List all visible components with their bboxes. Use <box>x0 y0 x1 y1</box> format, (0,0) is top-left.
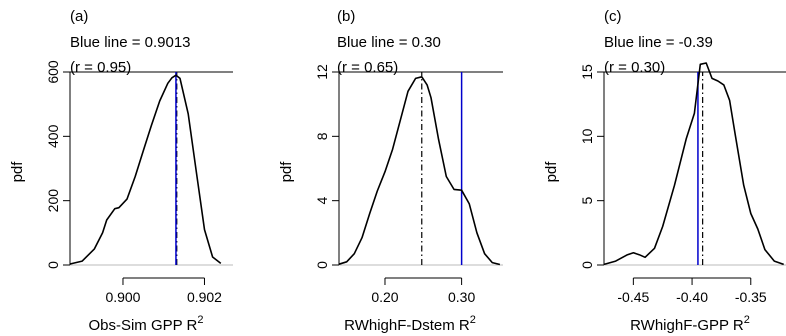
panel-b-title-line1: Blue line = 0.30 <box>337 34 441 51</box>
panel-c-density-curve <box>603 62 784 266</box>
panel-c-xlabel-sup: 2 <box>744 314 750 326</box>
panel-a-label: (a) <box>70 8 88 25</box>
panel-c-x-tick-label-1: -0.40 <box>676 289 708 305</box>
panel-a-y-tick-label-3: 600 <box>45 60 61 84</box>
panel-a-xlabel-sup: 2 <box>197 314 203 326</box>
panel-a-xlabel-text: Obs-Sim GPP R <box>88 317 197 334</box>
panel-b: (b) Blue line = 0.30 (r = 0.65) pdf RWhi… <box>278 8 503 334</box>
panel-a-y-tick-label-0: 0 <box>45 261 61 269</box>
panel-a-y-tick-label-1: 200 <box>45 189 61 213</box>
panel-b-x-tick-label-0: 0.20 <box>371 289 398 305</box>
panel-a-ylabel: pdf <box>9 161 26 183</box>
panel-b-xlabel-text: RWhighF-Dstem R <box>344 317 470 334</box>
panel-a: (a) Blue line = 0.9013 (r = 0.95) pdf Ob… <box>9 8 233 334</box>
panel-b-y-tick-label-3: 12 <box>314 64 330 80</box>
panel-b-y-tick-label-2: 8 <box>314 132 330 140</box>
panel-c-title-line1: Blue line = -0.39 <box>604 34 713 51</box>
panel-a-x-tick-label-0: 0.900 <box>105 289 140 305</box>
panel-a-plot: 0 200 400 600 0.900 0.902 <box>45 60 233 305</box>
panel-b-xlabel: RWhighF-Dstem R2 <box>344 314 476 334</box>
panel-b-y-tick-label-1: 4 <box>314 197 330 205</box>
panel-c-y-tick-label-2: 10 <box>579 128 595 144</box>
panel-c-xlabel-text: RWhighF-GPP R <box>630 317 744 334</box>
panel-c-y-tick-label-3: 15 <box>579 64 595 80</box>
panel-b-y-tick-label-0: 0 <box>314 261 330 269</box>
panel-b-plot: 0 4 8 12 0.20 0.30 <box>314 64 503 305</box>
panel-a-title-line2: (r = 0.95) <box>70 59 131 76</box>
panel-c-y-tick-label-0: 0 <box>579 261 595 269</box>
panel-c-x-tick-label-2: -0.35 <box>735 289 767 305</box>
panel-b-title-line2: (r = 0.65) <box>337 59 398 76</box>
panel-b-x-tick-label-1: 0.30 <box>448 289 475 305</box>
panel-a-title-line1: Blue line = 0.9013 <box>70 34 191 51</box>
panel-a-xlabel: Obs-Sim GPP R2 <box>88 314 203 334</box>
panel-b-ylabel: pdf <box>278 161 295 183</box>
panel-c-title-line2: (r = 0.30) <box>604 59 665 76</box>
panel-c: (c) Blue line = -0.39 (r = 0.30) pdf RWh… <box>543 8 786 334</box>
panel-c-label: (c) <box>604 8 622 25</box>
panel-b-label: (b) <box>337 8 355 25</box>
panel-c-xlabel: RWhighF-GPP R2 <box>630 314 750 334</box>
panel-c-plot: 0 5 10 15 -0.45 -0.40 -0.35 <box>579 62 786 305</box>
panel-a-x-tick-label-1: 0.902 <box>187 289 222 305</box>
panel-c-y-tick-label-1: 5 <box>579 197 595 205</box>
panel-c-x-tick-label-0: -0.45 <box>617 289 649 305</box>
panel-a-density-curve <box>69 74 222 265</box>
panel-c-ylabel: pdf <box>543 161 560 183</box>
panel-a-y-tick-label-2: 400 <box>45 124 61 148</box>
panel-b-xlabel-sup: 2 <box>470 314 476 326</box>
panel-b-density-curve <box>338 76 501 266</box>
